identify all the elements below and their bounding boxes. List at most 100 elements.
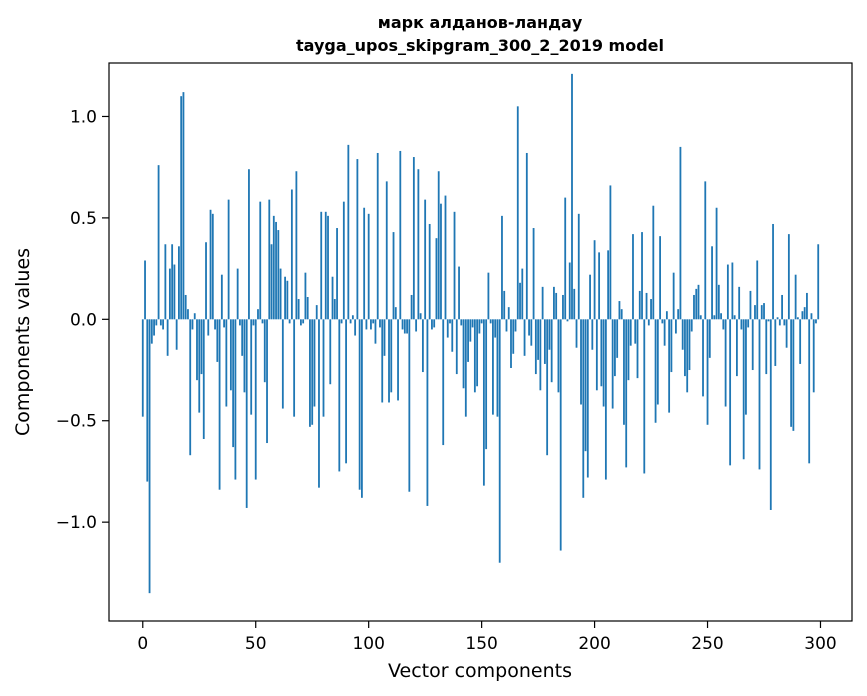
bar [304, 272, 307, 320]
bar [417, 169, 420, 320]
bar [144, 260, 146, 320]
bar [424, 199, 427, 320]
bar [586, 319, 589, 478]
bar [659, 236, 661, 320]
x-tick-label: 200 [578, 634, 610, 654]
bar [225, 319, 228, 407]
bar [426, 319, 429, 506]
bar [627, 319, 630, 381]
bar [254, 319, 257, 480]
bar [211, 213, 214, 320]
bar [324, 211, 327, 320]
bar [150, 319, 153, 344]
bar [638, 290, 641, 320]
bar [184, 294, 187, 320]
bar [654, 319, 657, 423]
bar [803, 307, 806, 320]
bar [440, 203, 442, 320]
chart-title: марк алданов-ландау [378, 13, 583, 32]
bar [695, 288, 698, 320]
bar [241, 319, 244, 356]
bar [571, 73, 573, 320]
bar [187, 309, 189, 320]
bar [645, 292, 648, 320]
x-tick-label: 0 [137, 634, 148, 654]
bar [449, 319, 451, 324]
bar [796, 317, 799, 320]
bar-series [141, 73, 820, 594]
x-tick-label: 50 [245, 634, 267, 654]
bar [503, 290, 506, 320]
bar [799, 319, 802, 364]
bar [428, 223, 431, 320]
bar [275, 221, 277, 320]
bar [754, 305, 756, 320]
bar [614, 319, 616, 377]
x-tick-label: 150 [465, 634, 497, 654]
bar [182, 92, 185, 320]
bar [584, 319, 587, 452]
bar [708, 319, 711, 358]
bar [408, 319, 411, 492]
bar [347, 144, 350, 320]
x-tick-label: 100 [352, 634, 384, 654]
bar [553, 286, 555, 320]
bar [609, 185, 612, 320]
bar [309, 319, 311, 427]
bar [763, 303, 765, 320]
bar [704, 181, 707, 320]
bar [168, 268, 171, 320]
x-axis: 0 50 100 150 200 250 300 [137, 621, 837, 654]
bar [205, 242, 207, 320]
bar [602, 319, 605, 407]
bar [295, 171, 298, 320]
bar [783, 319, 786, 326]
bar [749, 290, 752, 320]
bar [731, 262, 734, 320]
bar [388, 319, 390, 403]
bar [412, 157, 415, 320]
bar [555, 292, 558, 320]
bar [345, 319, 347, 464]
bar [810, 313, 813, 320]
bar [686, 319, 689, 393]
bar [595, 319, 598, 391]
bar [469, 319, 472, 342]
x-tick-label: 300 [804, 634, 836, 654]
bar [272, 215, 275, 320]
bar [180, 96, 183, 320]
bar [164, 244, 167, 320]
bar [415, 319, 418, 332]
bar [175, 319, 178, 350]
bar [792, 319, 795, 431]
bar [487, 272, 490, 320]
bar [663, 319, 666, 346]
bar [758, 319, 761, 470]
bar [616, 319, 619, 358]
bar [455, 319, 458, 375]
y-tick-label: 0.0 [70, 310, 97, 330]
bar [589, 274, 591, 320]
bar [159, 319, 162, 326]
bar [715, 207, 718, 320]
bar [374, 319, 377, 344]
bar [607, 250, 610, 320]
bar [322, 319, 325, 417]
bar [381, 319, 384, 403]
bar [575, 319, 578, 348]
bar [724, 319, 727, 407]
bar [562, 294, 564, 320]
bar [214, 319, 216, 330]
bar [193, 313, 196, 320]
bar [593, 240, 596, 320]
chart-subtitle: tayga_upos_skipgram_300_2_2019 model [296, 36, 664, 55]
bar [178, 246, 180, 320]
bar [480, 319, 483, 324]
bar [281, 319, 284, 409]
bar [532, 228, 535, 320]
bar [528, 319, 530, 336]
bar [677, 309, 680, 320]
bar [670, 319, 673, 373]
bar [331, 276, 334, 320]
